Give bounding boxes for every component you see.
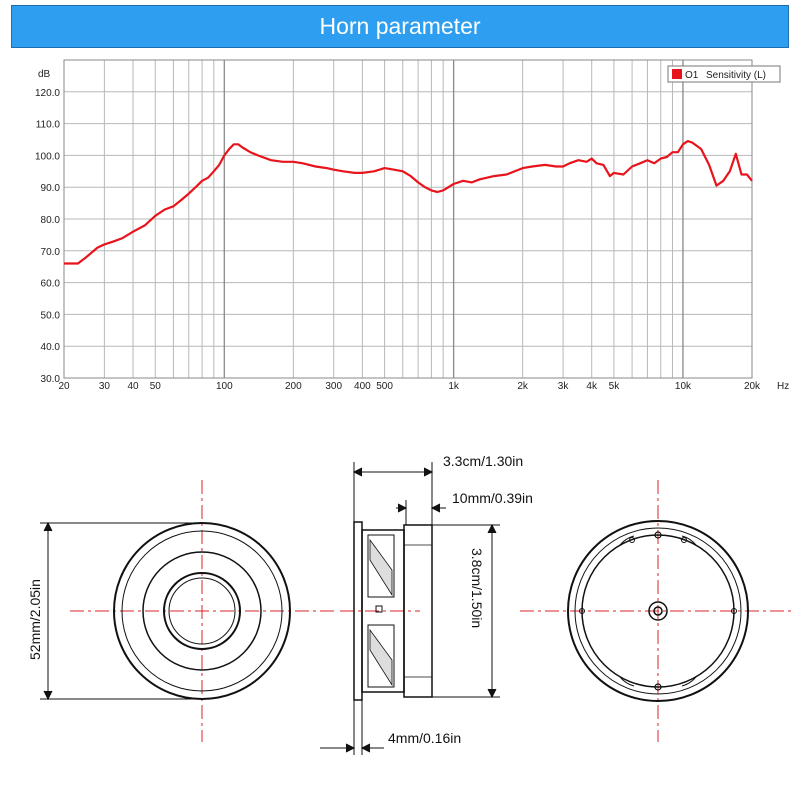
x-tick-label: 30 [99, 381, 111, 392]
y-tick-label: 50.0 [41, 310, 61, 321]
legend-entry-sensitivity: Sensitivity (L) [706, 70, 766, 81]
frequency-response-chart: dB Hz 30.0 40.0 50.0 60.0 70.0 80.0 90.0 100.0 1… [35, 59, 789, 392]
x-tick-label: 500 [376, 381, 393, 392]
x-tick-label: 1k [448, 381, 460, 392]
x-tick-label: 4k [586, 381, 598, 392]
y-tick-label: 40.0 [41, 342, 61, 353]
dimension-diameter-label: 52mm/2.05in [27, 579, 43, 660]
x-tick-label: 3k [558, 381, 570, 392]
y-tick-label: 100.0 [35, 151, 60, 162]
x-tick-label: 20 [58, 381, 70, 392]
dimension-magnet-diameter-label: 3.8cm/1.50in [469, 548, 485, 628]
dimension-magnet-depth-label: 10mm/0.39in [452, 490, 533, 506]
speaker-drawings: 52mm/2.05in 3.3cm/1.30in 10m [27, 453, 795, 755]
legend: O1 Sensitivity (L) [667, 65, 781, 83]
x-tick-label: 5k [609, 381, 621, 392]
x-unit-label: Hz [777, 381, 789, 392]
y-tick-label: 70.0 [41, 247, 61, 258]
y-tick-label: 30.0 [41, 374, 61, 385]
y-tick-label: 80.0 [41, 215, 61, 226]
x-tick-label: 2k [517, 381, 529, 392]
dimension-flange-label: 4mm/0.16in [388, 730, 461, 746]
x-tick-label: 100 [216, 381, 233, 392]
chart-grid [64, 60, 752, 378]
y-tick-label: 90.0 [41, 183, 61, 194]
y-unit-label: dB [38, 69, 51, 80]
x-tick-labels: 20 30 40 50 100 200 300 400 500 1k 2k 3k 4k 5k 10k 20k [58, 381, 761, 392]
x-tick-label: 10k [675, 381, 692, 392]
dimension-diameter [40, 521, 202, 701]
x-tick-label: 40 [127, 381, 139, 392]
plot-frame [63, 59, 753, 379]
legend-box [667, 65, 781, 83]
speaker-side-view [353, 521, 433, 701]
x-tick-label: 400 [354, 381, 371, 392]
title-banner: Horn parameter [11, 5, 789, 48]
legend-marker: O1 [685, 70, 699, 81]
page-title: Horn parameter [319, 13, 481, 39]
dimension-side-lines [320, 462, 500, 755]
x-tick-label: 20k [744, 381, 761, 392]
x-tick-label: 200 [285, 381, 302, 392]
legend-swatch [672, 69, 682, 79]
speaker-rear-view [567, 520, 749, 702]
y-tick-label: 120.0 [35, 88, 60, 99]
y-tick-label: 60.0 [41, 279, 61, 290]
y-tick-labels: 30.0 40.0 50.0 60.0 70.0 80.0 90.0 100.0 110.0 12… [35, 88, 60, 385]
series-line-sensitivity [64, 140, 753, 265]
dimension-overall-depth-label: 3.3cm/1.30in [443, 453, 523, 469]
x-tick-label: 50 [150, 381, 162, 392]
y-tick-label: 110.0 [36, 120, 61, 131]
x-tick-label: 300 [325, 381, 342, 392]
